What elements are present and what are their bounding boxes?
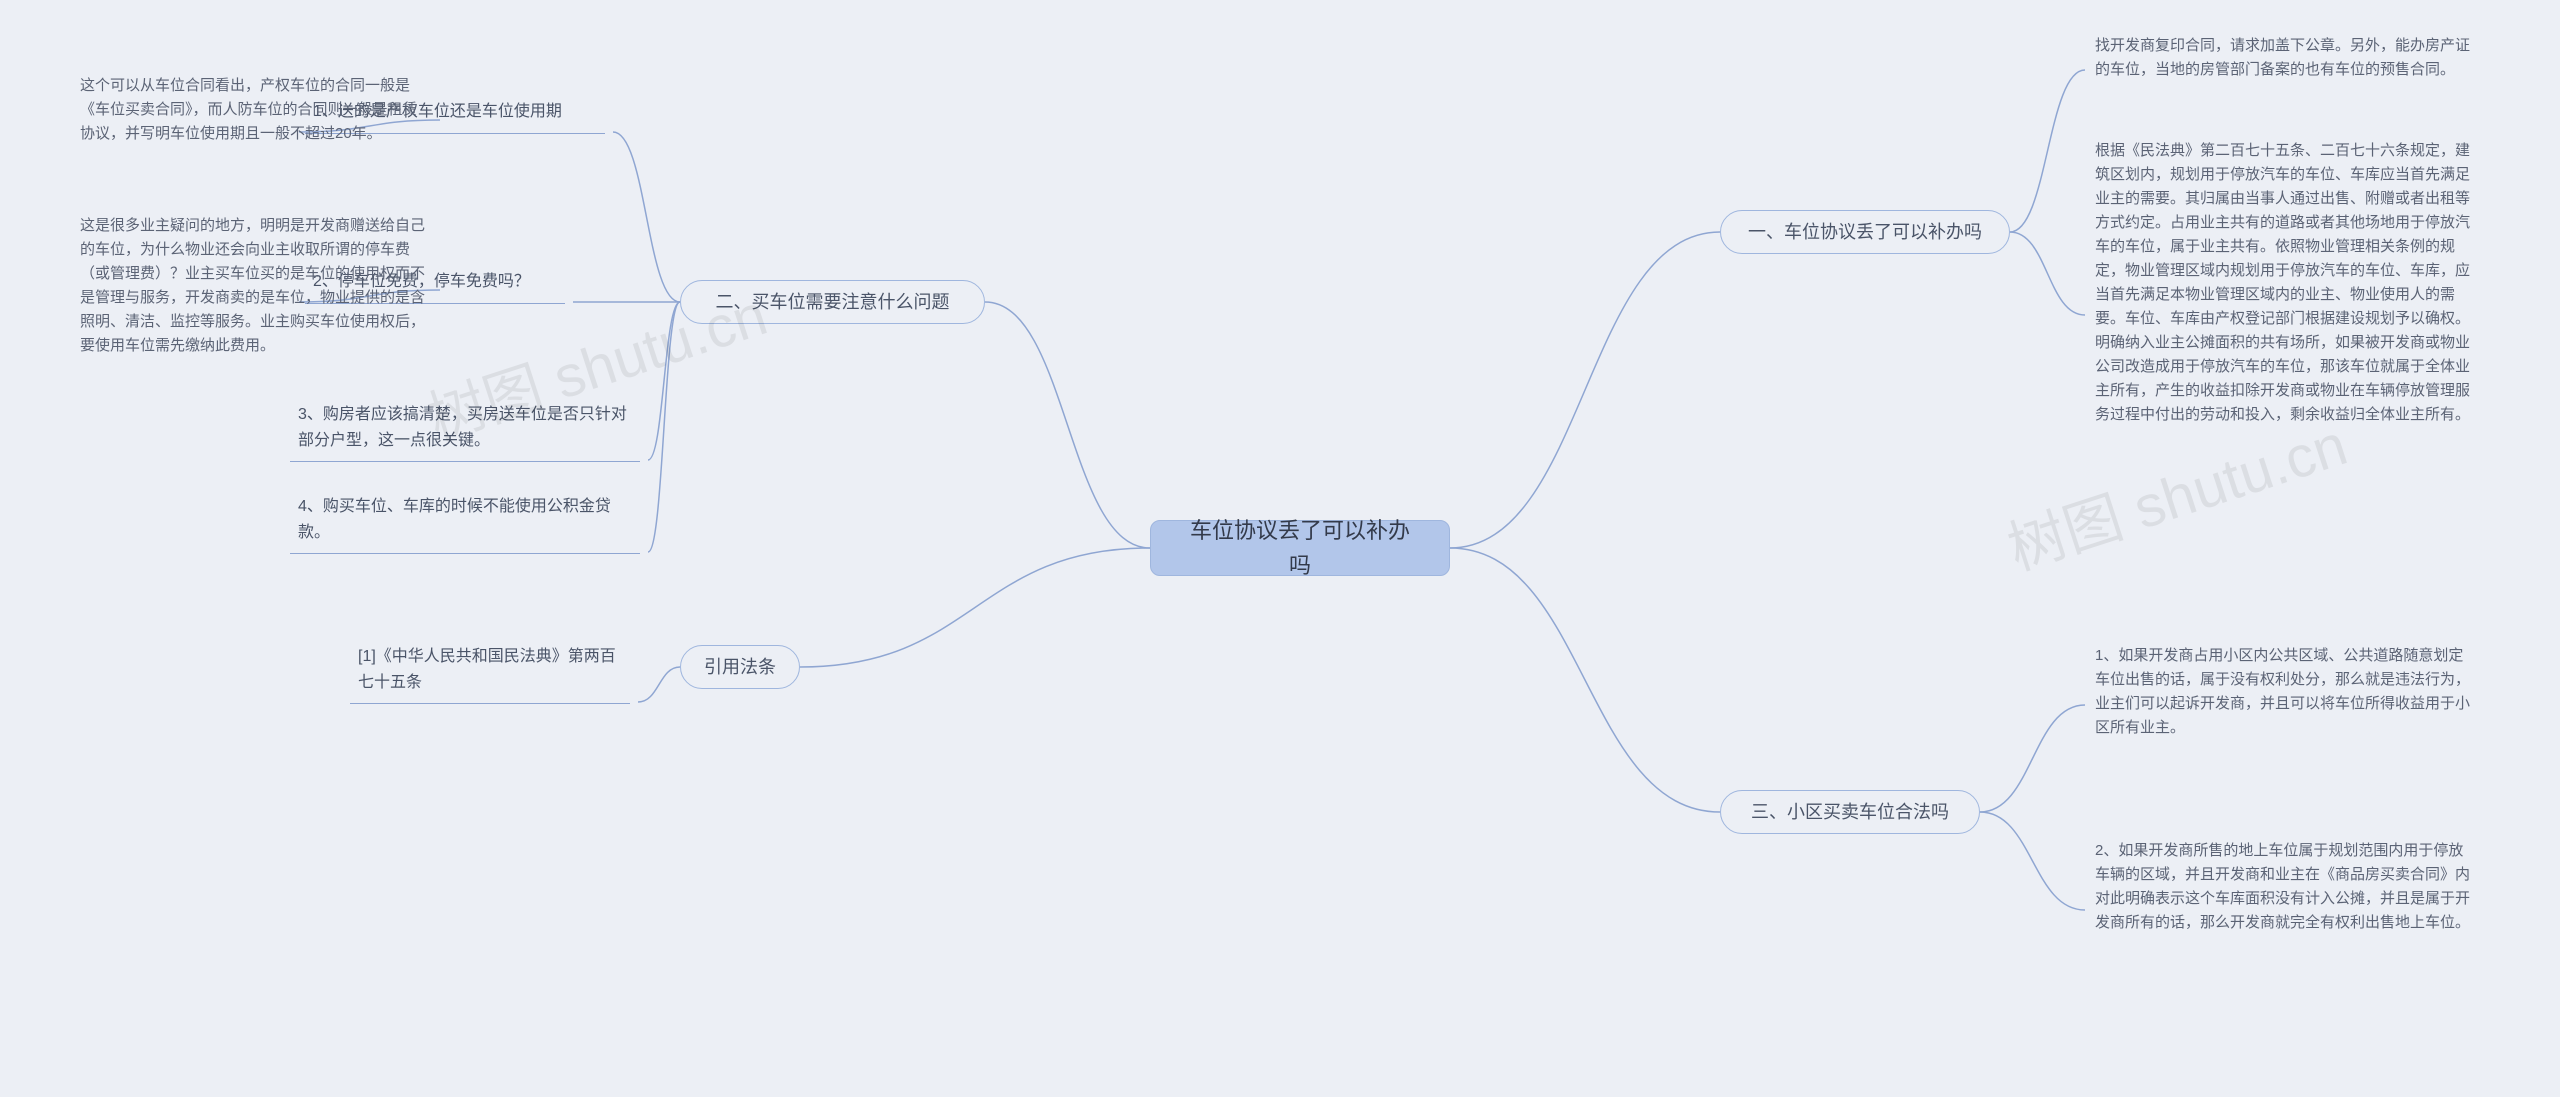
center-node: 车位协议丢了可以补办吗	[1150, 520, 1450, 576]
mindmap-canvas: 车位协议丢了可以补办吗 一、车位协议丢了可以补办吗 找开发商复印合同，请求加盖下公章…	[0, 0, 2560, 1097]
leaf-b1l1-label: 找开发商复印合同，请求加盖下公章。另外，能办房产证的车位，当地的房管部门备案的也…	[2095, 34, 2475, 82]
branch-b1-label: 一、车位协议丢了可以补办吗	[1748, 218, 1982, 247]
leaf-b3l2: 2、如果开发商所售的地上车位属于规划范围内用于停放车辆的区域，并且开发商和业主在…	[2095, 835, 2475, 939]
branch-b4: 引用法条	[680, 645, 800, 689]
sub-b2s3-label: 3、购房者应该搞清楚，买房送车位是否只针对部分户型，这一点很关键。	[298, 402, 632, 453]
sub-b2s3: 3、购房者应该搞清楚，买房送车位是否只针对部分户型，这一点很关键。	[290, 398, 640, 462]
sub-b4s1-label: [1]《中华人民共和国民法典》第两百七十五条	[358, 644, 622, 695]
branch-b2: 二、买车位需要注意什么问题	[680, 280, 985, 324]
leaf-b3l2-label: 2、如果开发商所售的地上车位属于规划范围内用于停放车辆的区域，并且开发商和业主在…	[2095, 839, 2475, 935]
leaf-b1l2-label: 根据《民法典》第二百七十五条、二百七十六条规定，建筑区划内，规划用于停放汽车的车…	[2095, 139, 2475, 427]
leaf-b1l1: 找开发商复印合同，请求加盖下公章。另外，能办房产证的车位，当地的房管部门备案的也…	[2095, 30, 2475, 86]
branch-b2-label: 二、买车位需要注意什么问题	[716, 288, 950, 317]
leaf-b2s1-label: 这个可以从车位合同看出，产权车位的合同一般是《车位买卖合同》，而人防车位的合同则…	[80, 74, 430, 146]
leaf-b3l1: 1、如果开发商占用小区内公共区域、公共道路随意划定车位出售的话，属于没有权利处分…	[2095, 640, 2475, 744]
branch-b3-label: 三、小区买卖车位合法吗	[1751, 798, 1949, 827]
branch-b1: 一、车位协议丢了可以补办吗	[1720, 210, 2010, 254]
branch-b4-label: 引用法条	[704, 653, 776, 682]
center-node-label: 车位协议丢了可以补办吗	[1181, 513, 1419, 583]
leaf-b2s2-label: 这是很多业主疑问的地方，明明是开发商赠送给自己的车位，为什么物业还会向业主收取所…	[80, 214, 430, 358]
branch-b3: 三、小区买卖车位合法吗	[1720, 790, 1980, 834]
sub-b2s4-label: 4、购买车位、车库的时候不能使用公积金贷款。	[298, 494, 632, 545]
leaf-b2s1: 这个可以从车位合同看出，产权车位的合同一般是《车位买卖合同》，而人防车位的合同则…	[80, 70, 430, 150]
sub-b2s4: 4、购买车位、车库的时候不能使用公积金贷款。	[290, 490, 640, 554]
leaf-b1l2: 根据《民法典》第二百七十五条、二百七十六条规定，建筑区划内，规划用于停放汽车的车…	[2095, 135, 2475, 431]
leaf-b3l1-label: 1、如果开发商占用小区内公共区域、公共道路随意划定车位出售的话，属于没有权利处分…	[2095, 644, 2475, 740]
leaf-b2s2: 这是很多业主疑问的地方，明明是开发商赠送给自己的车位，为什么物业还会向业主收取所…	[80, 210, 430, 362]
sub-b4s1: [1]《中华人民共和国民法典》第两百七十五条	[350, 640, 630, 704]
